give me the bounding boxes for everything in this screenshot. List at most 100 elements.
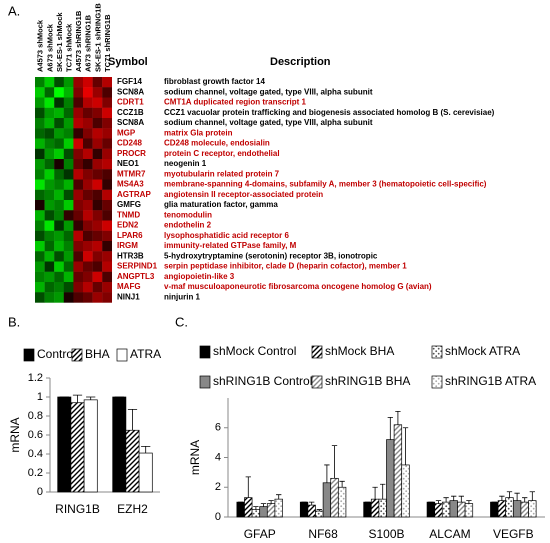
- heatmap-cell: [102, 241, 112, 252]
- heatmap-cell: [83, 230, 93, 242]
- heatmap-cell: [63, 179, 74, 190]
- bar: [457, 501, 466, 518]
- error-bar: [387, 416, 393, 440]
- heatmap-cell: [73, 189, 84, 201]
- heatmap-cell: [63, 107, 74, 119]
- error-bar: [443, 497, 449, 503]
- heatmap-cell: [44, 189, 55, 201]
- heatmap-cell: [54, 179, 64, 190]
- heatmap-cell: [54, 138, 64, 149]
- x-tick-label: VEGFB: [493, 527, 534, 541]
- error-bar: [331, 445, 338, 479]
- error-bar: [309, 501, 315, 506]
- legend-label: ATRA: [130, 347, 161, 361]
- heatmap-cell: [73, 107, 84, 119]
- error-bar: [499, 495, 505, 501]
- y-tick-label: 0.8: [28, 410, 43, 422]
- heatmap-cell: [35, 148, 45, 160]
- legend-swatch: [23, 348, 35, 362]
- heatmap-cell: [35, 189, 45, 201]
- heatmap-cell: [83, 241, 93, 252]
- heatmap-cell: [83, 97, 93, 108]
- y-tick-label: 0.6: [28, 429, 43, 441]
- heatmap-cell: [35, 210, 45, 221]
- gene-description: lysophosphatidic acid receptor 6: [164, 231, 289, 240]
- heatmap-cell: [83, 189, 93, 201]
- heatmap-cell: [54, 189, 64, 201]
- heatmap-cell: [92, 189, 103, 201]
- heatmap-cell: [35, 200, 45, 211]
- y-tick-label: 0: [215, 511, 221, 523]
- heatmap-cell: [92, 200, 103, 211]
- heatmap-cell: [92, 87, 103, 98]
- bar: [315, 510, 324, 518]
- heatmap-cell: [54, 87, 64, 98]
- heatmap-cell: [44, 220, 55, 231]
- heatmap-cell: [73, 210, 84, 221]
- gene-description: tenomodulin: [164, 210, 212, 219]
- gene-description: membrane-spanning 4-domains, subfamily A…: [164, 180, 487, 189]
- heatmap-cell: [73, 169, 84, 180]
- heatmap-cell: [73, 200, 84, 211]
- legend-swatch: [71, 348, 83, 362]
- heatmap-cell: [63, 241, 74, 252]
- gene-description: immunity-related GTPase family, M: [164, 241, 297, 250]
- gene-symbol: GMFG: [117, 200, 141, 209]
- bar: [274, 498, 283, 518]
- heatmap-cell: [83, 261, 93, 272]
- heatmap-cell: [73, 97, 84, 108]
- y-tick-label: 1: [37, 391, 43, 403]
- error-bar: [435, 500, 442, 504]
- bar: [520, 501, 529, 518]
- heatmap-cell: [54, 118, 64, 129]
- heatmap-cell: [35, 241, 45, 252]
- gene-symbol: IRGM: [117, 241, 138, 250]
- heatmap-cell: [73, 282, 84, 293]
- x-tick-label: ALCAM: [429, 527, 470, 541]
- heatmap-cell: [54, 241, 64, 252]
- x-tick-label: RING1B: [55, 502, 100, 516]
- gene-symbol: CDRT1: [117, 98, 144, 107]
- gene-symbol: NEO1: [117, 159, 139, 168]
- x-tick-label: EZH2: [117, 502, 148, 516]
- heatmap-cell: [44, 271, 55, 283]
- column-label: A673 shRING1B: [84, 14, 93, 72]
- heatmap-cell: [102, 77, 112, 88]
- heatmap-cell: [92, 179, 103, 190]
- heatmap-cell: [73, 179, 84, 190]
- heatmap-cell: [102, 179, 112, 190]
- bar: [449, 500, 458, 518]
- gene-symbol: SCN8A: [117, 118, 144, 127]
- heatmap-cell: [83, 118, 93, 129]
- error-bar: [466, 500, 472, 504]
- heatmap-cell: [35, 138, 45, 149]
- heatmap-cell: [73, 261, 84, 272]
- error-bar: [514, 492, 520, 501]
- heatmap-cell: [102, 159, 112, 170]
- heatmap-cell: [44, 77, 55, 88]
- heatmap-cell: [35, 230, 45, 242]
- error-bar: [451, 495, 457, 501]
- error-bar: [86, 396, 96, 400]
- x-tick-label: NF68: [308, 527, 338, 541]
- bar: [112, 396, 127, 493]
- heatmap-cell: [92, 107, 103, 119]
- heatmap-cell: [92, 118, 103, 129]
- heatmap-cell: [54, 210, 64, 221]
- heatmap-cell: [73, 87, 84, 98]
- description-header: Description: [270, 56, 331, 68]
- error-bar: [316, 509, 322, 512]
- gene-symbol: MS4A3: [117, 180, 144, 189]
- heatmap-cell: [73, 241, 84, 252]
- heatmap-cell: [63, 97, 74, 108]
- error-bar: [458, 495, 464, 503]
- x-tick-label: GFAP: [244, 527, 276, 541]
- error-bar: [253, 506, 259, 510]
- heatmap-cell: [102, 230, 112, 242]
- heatmap-cell: [102, 118, 112, 129]
- column-label: SK-ES-1 shMock: [55, 12, 64, 72]
- heatmap-cell: [54, 200, 64, 211]
- heatmap-cell: [35, 220, 45, 231]
- y-axis-title: mRNA: [188, 440, 202, 475]
- bar: [322, 482, 332, 518]
